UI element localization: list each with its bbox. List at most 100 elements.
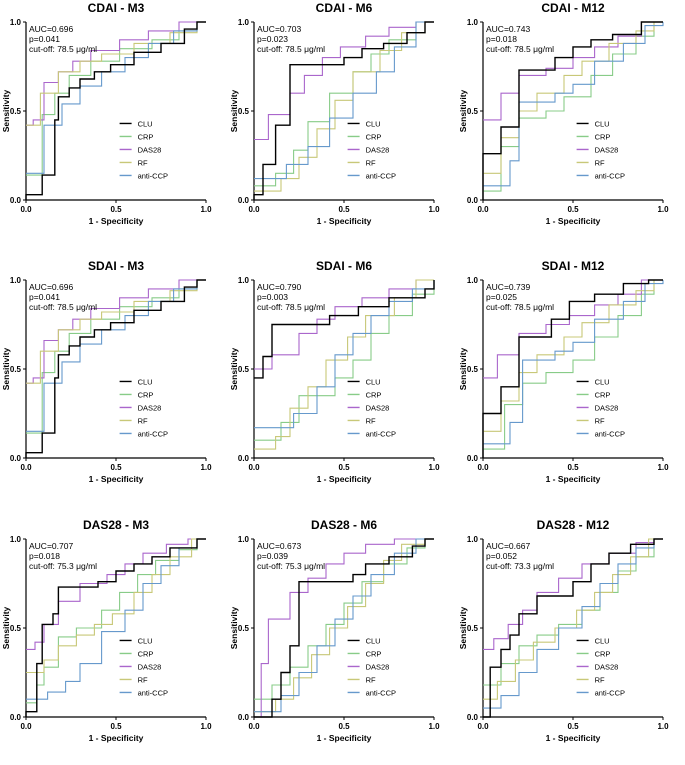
legend-label: CRP (138, 132, 154, 141)
roc-curve-crp (483, 279, 663, 450)
stat-line: cut-off: 78.5 μg/ml (257, 44, 325, 54)
legend-label: CRP (595, 649, 611, 658)
legend-label: DAS28 (138, 662, 162, 671)
y-tick-label: 1.0 (10, 18, 22, 27)
y-tick-label: 1.0 (10, 535, 22, 544)
y-axis-label: Sensitivity (1, 606, 11, 649)
x-axis-label: 1 - Specificity (546, 216, 601, 226)
legend-label: CRP (366, 132, 382, 141)
x-tick-label: 1.0 (200, 722, 212, 731)
y-tick-label: 0.0 (238, 454, 250, 463)
legend-label: anti-CCP (366, 429, 396, 438)
legend-label: CRP (138, 649, 154, 658)
x-tick-label: 0.5 (567, 722, 579, 731)
roc-curve-clu (482, 21, 663, 200)
x-axis-label: 1 - Specificity (317, 733, 372, 743)
stat-line: p=0.025 (486, 292, 517, 302)
roc-panel: CDAI - M12 0.0 0.5 1.0 0.0 0.5 1.0 1 - Specific… (457, 0, 685, 248)
y-tick-label: 1.0 (467, 276, 479, 285)
x-tick-label: 1.0 (200, 463, 212, 472)
x-tick-label: 0.0 (20, 722, 32, 731)
y-tick-label: 0.5 (10, 107, 22, 116)
roc-curve-das28 (483, 21, 663, 121)
y-tick-label: 1.0 (238, 535, 250, 544)
x-tick-label: 1.0 (657, 722, 669, 731)
x-tick-label: 0.0 (477, 722, 489, 731)
y-axis-label: Sensitivity (1, 89, 11, 132)
roc-curve-anti-ccp (483, 538, 663, 709)
x-tick-label: 0.5 (567, 205, 579, 214)
roc-chart-svg: SDAI - M6 0.0 0.5 1.0 0.0 0.5 1.0 1 - Specifici… (229, 259, 440, 484)
legend-label: DAS28 (595, 662, 619, 671)
x-tick-label: 0.5 (338, 463, 350, 472)
chart-title: CDAI - M12 (541, 1, 605, 15)
y-tick-label: 0.5 (467, 365, 479, 374)
y-tick-label: 0.5 (10, 365, 22, 374)
x-tick-label: 0.0 (20, 463, 32, 472)
x-tick-label: 0.5 (110, 463, 122, 472)
stat-line: p=0.023 (257, 34, 288, 44)
roc-chart-svg: CDAI - M12 0.0 0.5 1.0 0.0 0.5 1.0 1 - Specific… (458, 1, 669, 226)
legend-label: CLU (138, 377, 153, 386)
x-axis-label: 1 - Specificity (317, 216, 372, 226)
chart-title: DAS28 - M12 (537, 518, 610, 532)
legend-label: CLU (595, 636, 610, 645)
roc-curve-das28 (483, 279, 663, 379)
y-tick-label: 0.0 (238, 713, 250, 722)
roc-curve-das28 (254, 21, 434, 141)
stat-line: cut-off: 78.5 μg/ml (29, 44, 97, 54)
roc-curve-anti-ccp (26, 21, 206, 174)
roc-panel: SDAI - M12 0.0 0.5 1.0 0.0 0.5 1.0 1 - Specific… (457, 258, 685, 506)
legend-label: CRP (138, 390, 154, 399)
y-tick-label: 0.0 (467, 454, 479, 463)
stat-line: p=0.041 (29, 292, 60, 302)
y-tick-label: 0.5 (238, 107, 250, 116)
stat-line: p=0.041 (29, 34, 60, 44)
stat-line: AUC=0.696 (29, 24, 73, 34)
roc-panel: CDAI - M6 0.0 0.5 1.0 0.0 0.5 1.0 1 - Specifici… (228, 0, 456, 248)
y-tick-label: 0.5 (10, 624, 22, 633)
y-tick-label: 1.0 (238, 18, 250, 27)
roc-panel: DAS28 - M12 0.0 0.5 1.0 0.0 0.5 1.0 1 - Specifi… (457, 517, 685, 765)
y-tick-label: 0.0 (467, 196, 479, 205)
legend-label: RF (595, 416, 605, 425)
legend-label: anti-CCP (595, 171, 625, 180)
legend-label: DAS28 (595, 145, 619, 154)
legend-label: CRP (595, 132, 611, 141)
legend-label: DAS28 (366, 145, 390, 154)
y-axis-label: Sensitivity (1, 347, 11, 390)
y-axis-label: Sensitivity (458, 606, 468, 649)
roc-panel: DAS28 - M3 0.0 0.5 1.0 0.0 0.5 1.0 1 - Specific… (0, 517, 228, 765)
roc-panel: SDAI - M6 0.0 0.5 1.0 0.0 0.5 1.0 1 - Specifici… (228, 258, 456, 506)
x-tick-label: 0.0 (20, 205, 32, 214)
x-tick-label: 1.0 (200, 205, 212, 214)
roc-curve-clu (482, 279, 663, 458)
stat-line: AUC=0.703 (257, 24, 301, 34)
roc-curve-das28 (26, 538, 206, 650)
roc-curve-rf (26, 538, 206, 674)
y-tick-label: 0.0 (10, 454, 22, 463)
roc-chart-svg: CDAI - M3 0.0 0.5 1.0 0.0 0.5 1.0 1 - Specifici… (1, 1, 212, 226)
roc-curve-clu (25, 279, 206, 458)
roc-curve-clu (25, 538, 206, 717)
x-tick-label: 0.0 (477, 463, 489, 472)
x-tick-label: 0.5 (338, 205, 350, 214)
roc-curve-clu (483, 538, 663, 718)
stat-line: p=0.052 (486, 551, 517, 561)
y-tick-label: 0.0 (10, 196, 22, 205)
legend-label: RF (138, 416, 148, 425)
legend-label: DAS28 (595, 403, 619, 412)
legend-label: DAS28 (138, 145, 162, 154)
legend-label: RF (138, 675, 148, 684)
roc-chart-svg: DAS28 - M12 0.0 0.5 1.0 0.0 0.5 1.0 1 - Specifi… (458, 518, 669, 743)
roc-chart-svg: DAS28 - M3 0.0 0.5 1.0 0.0 0.5 1.0 1 - Specific… (1, 518, 212, 743)
stat-line: AUC=0.707 (29, 541, 73, 551)
chart-title: SDAI - M3 (88, 259, 144, 273)
stat-line: cut-off: 78.5 μg/ml (486, 302, 554, 312)
x-axis-label: 1 - Specificity (546, 474, 601, 484)
roc-curve-rf (26, 279, 206, 384)
legend-label: CRP (366, 649, 382, 658)
stat-line: AUC=0.739 (486, 282, 530, 292)
y-axis-label: Sensitivity (229, 606, 239, 649)
legend-label: anti-CCP (366, 171, 396, 180)
